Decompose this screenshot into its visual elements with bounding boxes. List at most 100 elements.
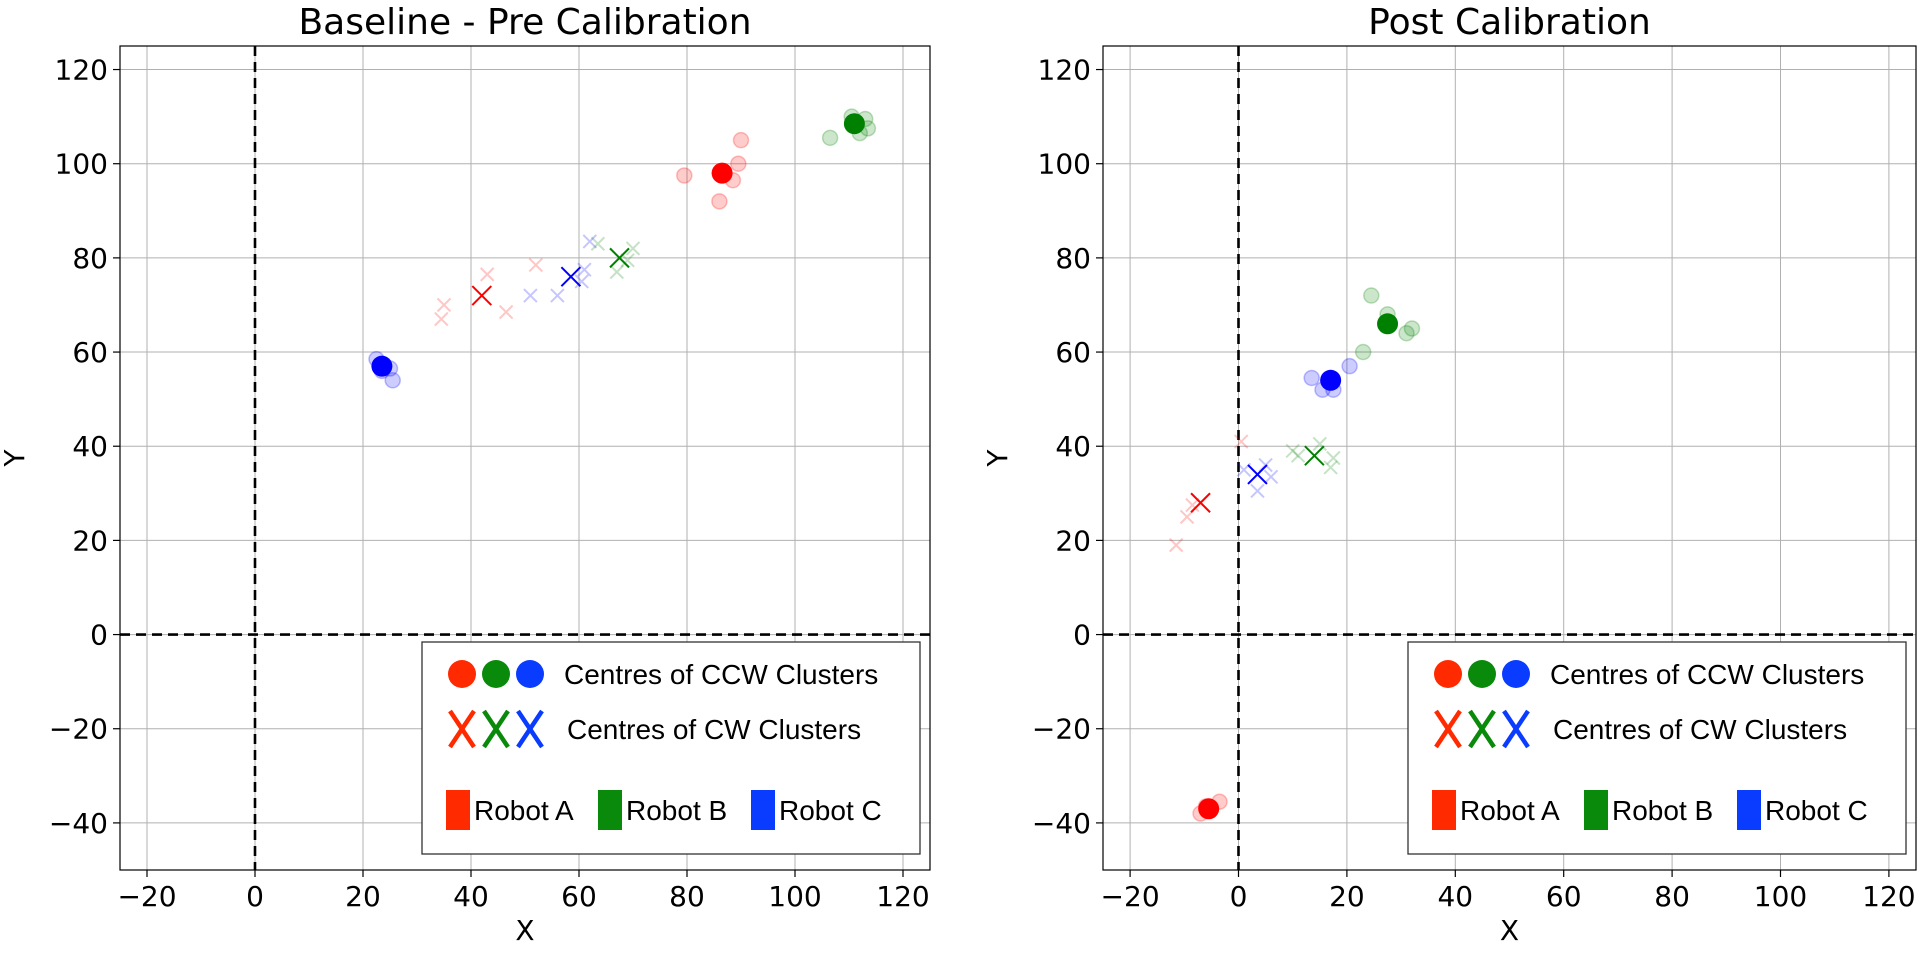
- robot-a-cw-points: [498, 304, 514, 320]
- x-tick-label: 60: [561, 880, 597, 913]
- legend-robot-c-label: Robot C: [1765, 795, 1868, 826]
- legend-ccw-marker-robot-a: [448, 660, 476, 688]
- robot-a-cw-points: [436, 297, 452, 313]
- legend-robot-b-label: Robot B: [1612, 795, 1713, 826]
- x-tick-label: 40: [453, 880, 489, 913]
- legend-swatch-robot-a: [1432, 790, 1456, 830]
- robot-b-cw-points: [1312, 436, 1328, 452]
- legend-ccw-marker-robot-c: [1502, 660, 1530, 688]
- data-marks: [368, 108, 877, 389]
- x-tick-label: 80: [669, 880, 705, 913]
- legend-cw-marker-robot-a: [448, 709, 476, 749]
- chart-title: Baseline - Pre Calibration: [298, 2, 751, 43]
- robot-a-ccw-centre: [1198, 798, 1220, 820]
- robot-b-ccw-points: [1363, 287, 1380, 304]
- robot-a-cw-points: [1168, 537, 1184, 553]
- robot-a-ccw-points: [732, 131, 750, 149]
- legend-robot-b-label: Robot B: [626, 795, 727, 826]
- robot-b-ccw-points: [821, 129, 839, 147]
- x-tick-label: 0: [246, 880, 264, 913]
- plot-frame: [119, 45, 931, 871]
- robot-a-cw-points: [1179, 509, 1195, 525]
- x-tick-label: 80: [1654, 880, 1690, 913]
- y-tick-label: 60: [72, 336, 108, 369]
- legend-ccw-marker-robot-c: [516, 660, 544, 688]
- plot-area: −20 0 20 40 60 80 100 120 −40 −20 0 20 40 60 80 100 120: [1032, 45, 1917, 913]
- chart-panel-pre-calibration: −20 0 20 40 60 80 100 120−40−20020406080100120 …: [0, 2, 931, 947]
- legend-cw-label: Centres of CW Clusters: [567, 714, 861, 745]
- legend-cw-marker-robot-c: [516, 709, 544, 749]
- x-tick-label: 40: [1437, 880, 1473, 913]
- legend-swatch-robot-b: [1584, 790, 1608, 830]
- robot-c-cw-points: [1263, 469, 1279, 485]
- legend-robot-a-label: Robot A: [474, 795, 574, 826]
- legend-ccw-marker-robot-a: [1434, 660, 1462, 688]
- robot-a-ccw-points: [711, 193, 728, 210]
- robot-b-cw-centre: [609, 247, 630, 269]
- y-tick-label: 80: [1055, 242, 1091, 275]
- robot-b-ccw-centre: [1377, 313, 1399, 335]
- robot-b-cw-points: [590, 236, 606, 251]
- legend-robot-a-label: Robot A: [1460, 795, 1560, 826]
- robot-a-cw-points: [434, 311, 449, 327]
- robot-b-cw-points: [625, 241, 641, 256]
- x-tick-label: 100: [768, 880, 821, 913]
- legend-swatch-robot-b: [598, 790, 622, 830]
- robot-c-ccw-centre: [371, 355, 393, 377]
- y-tick-label: 20: [72, 524, 108, 557]
- robot-a-ccw-centre: [711, 162, 733, 184]
- data-marks: [1168, 287, 1421, 822]
- robot-c-ccw-points: [1303, 369, 1320, 387]
- y-tick-label: 20: [1055, 524, 1091, 557]
- x-tick-label: 120: [876, 880, 929, 913]
- robot-c-cw-centre: [560, 266, 582, 287]
- robot-c-cw-centre: [1247, 464, 1268, 485]
- robot-a-ccw-points: [676, 167, 693, 184]
- legend-ccw-marker-robot-b: [1468, 660, 1496, 688]
- robot-a-cw-points: [528, 257, 544, 273]
- y-tick-label: 0: [1073, 619, 1091, 652]
- robot-b-cw-points: [1290, 448, 1306, 463]
- legend-box: [421, 641, 921, 855]
- legend-cw-marker-robot-b: [1468, 709, 1496, 749]
- robot-c-ccw-points: [384, 372, 401, 389]
- y-tick-label: 120: [1038, 54, 1091, 87]
- robot-b-ccw-points: [1398, 324, 1415, 342]
- legend-swatch-robot-c: [1737, 790, 1761, 830]
- y-tick-label: 100: [1038, 148, 1091, 181]
- y-tick-label: 40: [1055, 430, 1091, 463]
- x-tick-label: 100: [1754, 880, 1807, 913]
- robot-c-cw-points: [577, 262, 592, 277]
- y-tick-label: −40: [49, 807, 108, 840]
- robot-b-cw-points: [1326, 450, 1341, 466]
- legend-ccw-marker-robot-b: [482, 660, 510, 688]
- y-tick-label: 40: [72, 430, 108, 463]
- x-axis-label: X: [1500, 914, 1519, 947]
- x-tick-label: 120: [1862, 880, 1915, 913]
- robot-c-cw-points: [574, 274, 589, 289]
- y-tick-label: 80: [72, 242, 108, 275]
- y-tick-label: −40: [1032, 807, 1091, 840]
- y-axis-label: Y: [981, 449, 1014, 468]
- y-tick-label: 60: [1055, 336, 1091, 369]
- robot-b-ccw-centre: [843, 113, 865, 135]
- robot-c-cw-points: [582, 234, 598, 249]
- plot-area: −20 0 20 40 60 80 100 120 −40 −20 0 20 40 60 80 100 120: [49, 45, 931, 913]
- y-tick-label: −20: [1032, 713, 1091, 746]
- legend: Centres of CCW Clusters Centres of CW Cl…: [421, 641, 921, 855]
- robot-c-ccw-centre: [1320, 369, 1342, 391]
- chart-title: Post Calibration: [1368, 2, 1651, 43]
- legend-cw-marker-robot-b: [482, 709, 510, 749]
- x-tick-label: 0: [1230, 880, 1248, 913]
- robot-c-cw-points: [550, 288, 565, 303]
- robot-a-cw-centre: [471, 285, 493, 306]
- chart-panel-post-calibration: −20 0 20 40 60 80 100 120−40−20020406080100120 …: [981, 2, 1917, 947]
- legend-cw-marker-robot-c: [1502, 709, 1530, 749]
- robot-b-cw-points: [1323, 460, 1338, 475]
- x-axis-label: X: [515, 914, 534, 947]
- robot-c-ccw-points: [1341, 357, 1358, 375]
- robot-a-cw-points: [1185, 497, 1200, 513]
- y-tick-label: 0: [90, 619, 108, 652]
- robot-a-cw-points: [479, 267, 495, 282]
